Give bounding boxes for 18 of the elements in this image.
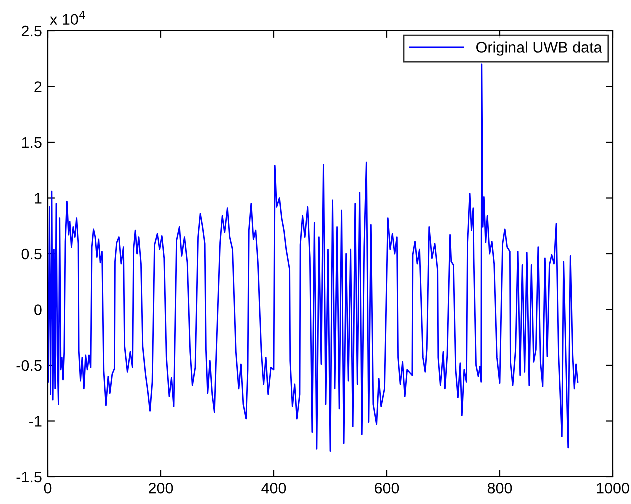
- x-tick-label: 200: [149, 482, 174, 494]
- y-tick-label: -1.5: [16, 472, 42, 483]
- y-tick-label: -0.5: [16, 360, 42, 372]
- y-tick-label: 2: [34, 82, 42, 92]
- y-tick-label: 1.5: [22, 138, 42, 148]
- y-tick-label: 2.5: [22, 26, 42, 37]
- x-tick-label: 800: [488, 482, 512, 494]
- x-tick-label: 600: [375, 482, 400, 494]
- line-series: [48, 64, 579, 452]
- y-tick-label: 0.5: [22, 248, 42, 260]
- x-tick-label: 400: [262, 482, 286, 494]
- y-tick-label: 0: [34, 304, 42, 316]
- text: x 10$^{4}$: [50, 11, 86, 26]
- y-tick-label: -1: [30, 416, 42, 427]
- x-tick-label: 0: [44, 482, 52, 494]
- y-tick-label: 1: [35, 193, 42, 204]
- x-tick-label: 1000: [597, 482, 630, 494]
- legend-label: Original UWB data: [476, 42, 602, 56]
